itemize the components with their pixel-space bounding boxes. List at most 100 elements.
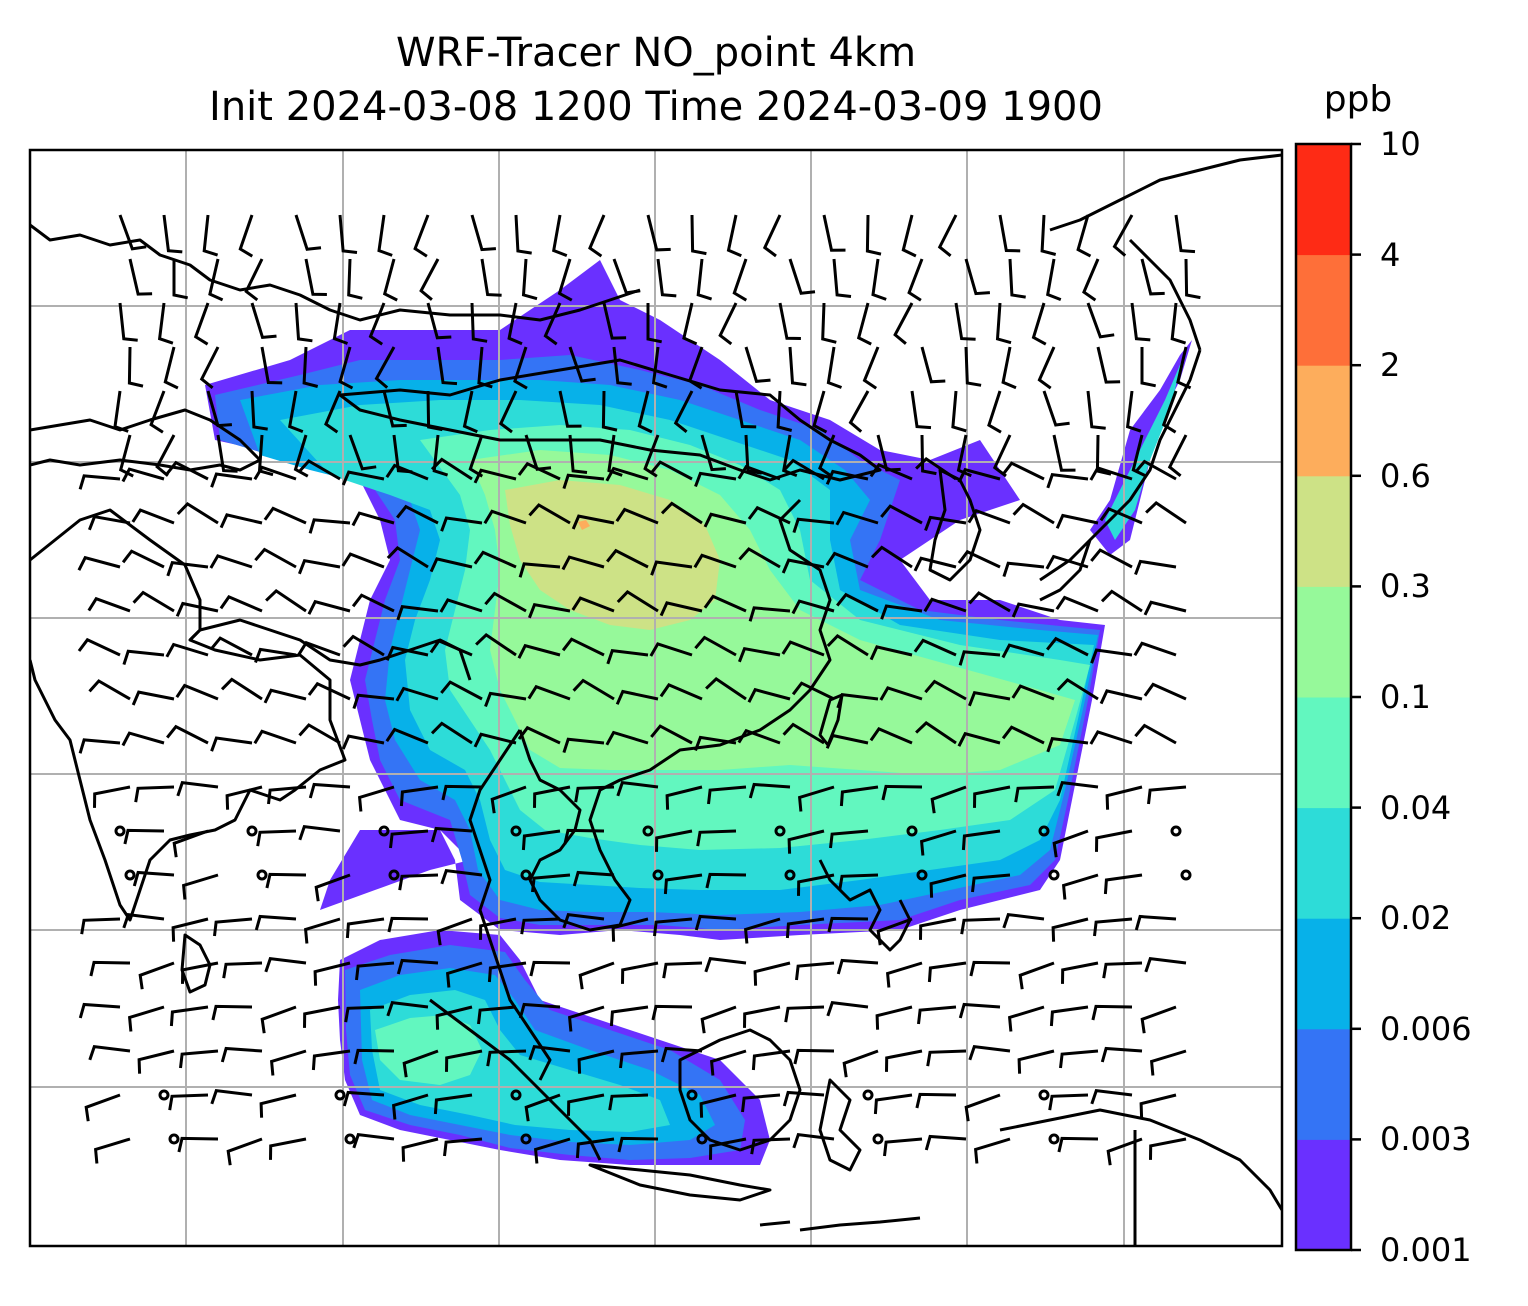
wind-barb bbox=[792, 517, 835, 534]
wind-barb bbox=[707, 785, 747, 805]
colorbar-tick-label: 2 bbox=[1380, 346, 1401, 385]
map-frame bbox=[28, 148, 1284, 1248]
wind-barb bbox=[172, 259, 189, 300]
wind-barb bbox=[1167, 434, 1188, 477]
wind-barb bbox=[865, 214, 882, 256]
wind-barb bbox=[792, 1132, 835, 1149]
wind-barb bbox=[332, 302, 349, 345]
wind-barb bbox=[1139, 1093, 1177, 1118]
wind-barb bbox=[293, 434, 309, 478]
colorbar-tick-label: 0.6 bbox=[1380, 456, 1431, 495]
wind-barb bbox=[616, 780, 659, 797]
wind-barb bbox=[562, 737, 605, 754]
wind-barb bbox=[430, 721, 473, 745]
wind-barb bbox=[298, 824, 341, 841]
wind-barb bbox=[250, 390, 268, 431]
wind-barb bbox=[821, 302, 837, 344]
wind-barb bbox=[575, 1137, 615, 1159]
wind-barb bbox=[386, 545, 429, 569]
wind-barb bbox=[181, 961, 219, 984]
wind-barb bbox=[552, 214, 568, 257]
wind-barb bbox=[486, 1049, 527, 1067]
wind-barb bbox=[574, 785, 615, 803]
plume-north-06 bbox=[578, 520, 590, 530]
wind-barb bbox=[260, 1005, 297, 1034]
wind-barb bbox=[825, 551, 869, 569]
wind-barb bbox=[93, 1137, 131, 1164]
colorbar-tick-label: 0.006 bbox=[1380, 1009, 1472, 1048]
wind-barb bbox=[470, 214, 497, 252]
wind-calm-circle bbox=[696, 1133, 708, 1145]
wind-barb bbox=[132, 870, 175, 887]
wind-barb bbox=[308, 782, 351, 799]
wind-barb bbox=[1046, 472, 1089, 489]
wind-barb bbox=[324, 390, 342, 434]
wind-barb bbox=[660, 1046, 703, 1063]
wind-barb bbox=[930, 785, 967, 814]
wind-barb bbox=[995, 302, 1012, 345]
wind-barb bbox=[462, 390, 478, 434]
wind-barb bbox=[663, 873, 703, 895]
wind-barb bbox=[445, 961, 483, 988]
wind-barb bbox=[524, 1093, 561, 1122]
wind-barb bbox=[206, 390, 233, 428]
wind-barb bbox=[646, 303, 663, 344]
wind-barb bbox=[498, 390, 518, 434]
wind-barb bbox=[430, 457, 473, 481]
wind-barb bbox=[80, 917, 121, 935]
wind-barb bbox=[1001, 643, 1045, 659]
wind-barb bbox=[441, 784, 483, 801]
wind-barb bbox=[1093, 917, 1133, 937]
wind-barbs bbox=[77, 214, 1201, 1166]
wind-calm-circle bbox=[510, 1089, 522, 1101]
wind-barb bbox=[653, 917, 693, 937]
colorbar-unit-label: ppb bbox=[1323, 79, 1393, 120]
wind-barb bbox=[1091, 1004, 1133, 1021]
colorbar-tick-label: 0.1 bbox=[1380, 678, 1431, 716]
wind-barb bbox=[1090, 1088, 1133, 1105]
wind-barb bbox=[919, 917, 957, 940]
wind-barb bbox=[741, 1093, 781, 1113]
border-mongolia bbox=[338, 358, 882, 482]
wind-barb bbox=[659, 683, 703, 701]
wind-calm-circle bbox=[774, 825, 786, 837]
colorbar-tick-label: 0.003 bbox=[1380, 1120, 1472, 1159]
wind-barb bbox=[253, 465, 297, 481]
wind-barb bbox=[737, 464, 781, 481]
wind-barb bbox=[836, 958, 879, 975]
wind-barb bbox=[352, 693, 395, 710]
wind-barb bbox=[665, 785, 703, 810]
wind-barb bbox=[738, 547, 781, 569]
wind-barb bbox=[601, 390, 618, 432]
wind-barb bbox=[700, 1005, 737, 1034]
wind-barb bbox=[1008, 258, 1026, 299]
wind-barb bbox=[1011, 602, 1055, 618]
wind-barb bbox=[694, 471, 737, 488]
wind-barb bbox=[1055, 595, 1099, 613]
wind-barb bbox=[303, 1005, 341, 1028]
wind-barb bbox=[439, 598, 483, 613]
wind-barb bbox=[732, 258, 748, 302]
wind-barb bbox=[734, 390, 757, 429]
wind-calm-circle bbox=[686, 1089, 698, 1101]
wind-barb bbox=[1002, 912, 1045, 929]
wind-barb bbox=[445, 1049, 483, 1072]
wind-barb bbox=[391, 1093, 429, 1120]
wind-barb bbox=[1134, 459, 1177, 481]
wind-barb bbox=[785, 917, 825, 939]
wind-barb bbox=[1007, 1005, 1045, 1032]
colorbar-segment bbox=[1296, 918, 1351, 1030]
wind-barb bbox=[1012, 502, 1055, 525]
wind-barb bbox=[744, 346, 771, 384]
wind-barb bbox=[704, 956, 747, 973]
wind-barb bbox=[401, 1137, 439, 1162]
wind-barb bbox=[969, 960, 1011, 977]
wind-barb bbox=[134, 785, 175, 803]
wind-barb bbox=[1046, 258, 1062, 301]
wind-barb bbox=[567, 1093, 605, 1116]
wind-barb bbox=[253, 729, 297, 745]
wind-barb bbox=[788, 346, 807, 387]
wind-barb bbox=[1143, 682, 1187, 701]
wind-barb bbox=[577, 1049, 615, 1074]
wind-barb bbox=[517, 725, 561, 745]
